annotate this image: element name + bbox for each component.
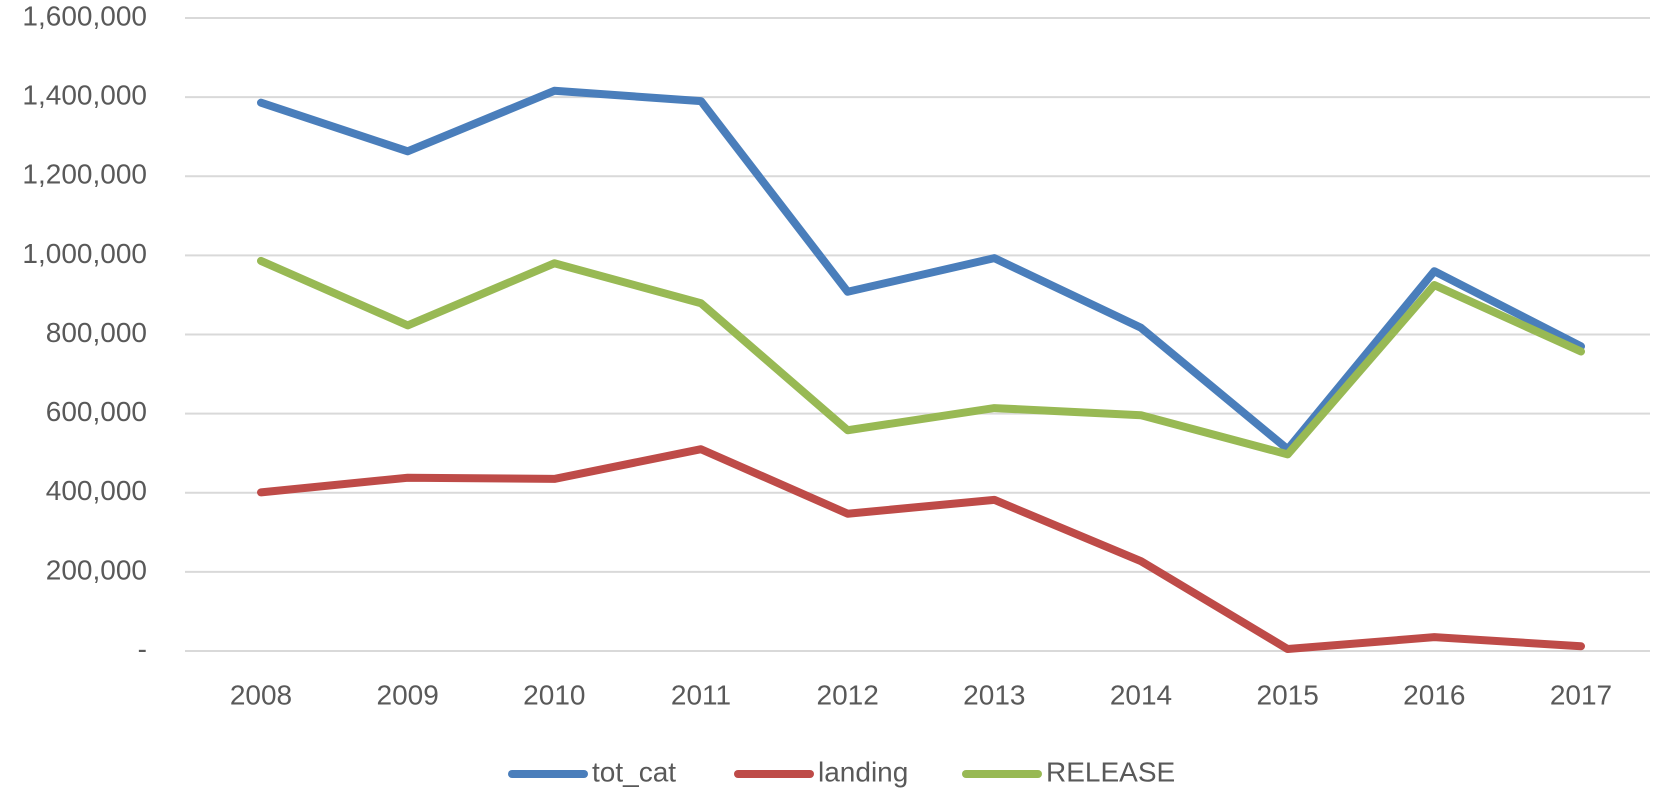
y-tick-label: 1,400,000 bbox=[22, 80, 147, 111]
legend-label: landing bbox=[818, 756, 908, 787]
x-tick-label: 2016 bbox=[1403, 679, 1465, 710]
x-tick-label: 2015 bbox=[1257, 679, 1319, 710]
y-tick-label: 1,000,000 bbox=[22, 238, 147, 269]
y-tick-label: 1,200,000 bbox=[22, 159, 147, 190]
legend-label: RELEASE bbox=[1046, 756, 1175, 787]
y-tick-label: - bbox=[138, 633, 147, 664]
x-tick-label: 2013 bbox=[963, 679, 1025, 710]
series-line bbox=[257, 445, 1585, 654]
series-line bbox=[257, 86, 1585, 454]
x-tick-label: 2012 bbox=[817, 679, 879, 710]
y-tick-label: 1,600,000 bbox=[22, 0, 147, 31]
y-tick-label: 400,000 bbox=[46, 475, 147, 506]
x-tick-label: 2008 bbox=[230, 679, 292, 710]
y-tick-label: 600,000 bbox=[46, 396, 147, 427]
y-tick-label: 800,000 bbox=[46, 317, 147, 348]
y-tick-label: 200,000 bbox=[46, 554, 147, 585]
legend-label: tot_cat bbox=[592, 756, 676, 787]
x-tick-label: 2009 bbox=[377, 679, 439, 710]
x-tick-label: 2014 bbox=[1110, 679, 1172, 710]
x-tick-label: 2017 bbox=[1550, 679, 1612, 710]
x-tick-label: 2011 bbox=[671, 679, 731, 710]
x-tick-label: 2010 bbox=[523, 679, 585, 710]
series-line bbox=[257, 256, 1585, 459]
